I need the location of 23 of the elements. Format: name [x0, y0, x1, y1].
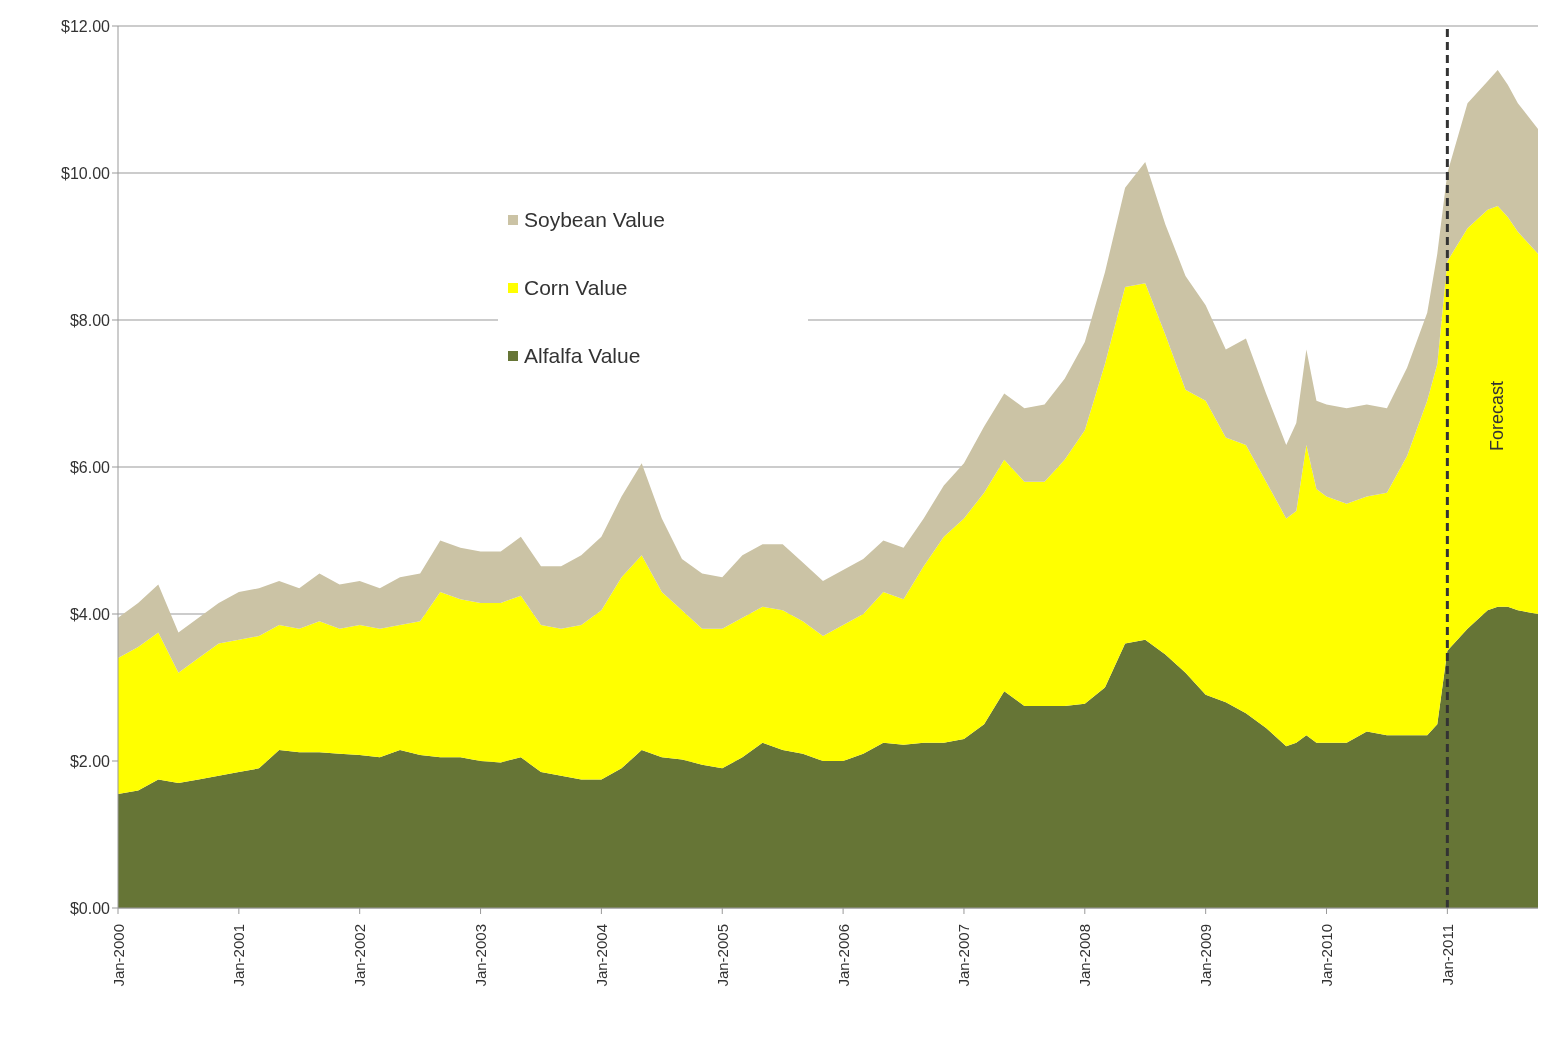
x-tick-label: Jan-2008 [1076, 924, 1094, 987]
x-tick-label: Jan-2009 [1197, 924, 1215, 987]
y-tick-label: $10.00 [61, 164, 111, 182]
y-tick-label: $8.00 [69, 311, 111, 329]
x-tick-label: Jan-2000 [109, 924, 127, 987]
x-tick-label: Jan-2001 [230, 924, 248, 987]
x-tick-label: Jan-2011 [1438, 924, 1456, 986]
y-tick-label: $6.00 [69, 458, 111, 476]
x-tick-label: Jan-2002 [351, 924, 369, 987]
y-tick-label: $12.00 [61, 17, 111, 35]
x-tick-label: Jan-2010 [1318, 924, 1336, 987]
legend-label: Soybean Value [524, 208, 665, 232]
ref-line-label: Forecast [1487, 380, 1508, 452]
legend-label: Alfalfa Value [524, 344, 641, 368]
y-tick-label: $2.00 [69, 752, 111, 770]
x-tick-label: Jan-2005 [713, 924, 731, 987]
legend-label: Corn Value [524, 276, 628, 300]
x-tick-label: Jan-2004 [592, 924, 610, 987]
x-tick-label: Jan-2006 [834, 924, 852, 987]
x-tick-label: Jan-2007 [955, 924, 973, 987]
y-tick-label: $4.00 [69, 605, 111, 623]
x-tick-label: Jan-2003 [472, 924, 490, 987]
y-tick-label: $0.00 [69, 899, 111, 917]
